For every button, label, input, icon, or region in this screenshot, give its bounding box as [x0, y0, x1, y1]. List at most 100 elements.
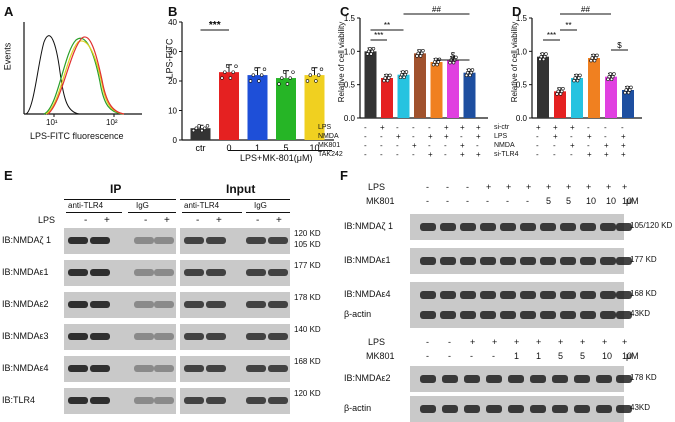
- panel-c-sign: -: [396, 150, 399, 159]
- panel-b-point: [220, 76, 224, 80]
- blot-band: [508, 405, 524, 413]
- blot-panel: [64, 324, 176, 350]
- blot-band: [500, 257, 516, 265]
- blot-band: [616, 223, 632, 231]
- panel-c-sign: -: [380, 141, 383, 150]
- blot-panel: [410, 214, 632, 240]
- blot-band: [480, 311, 496, 319]
- panel-d-ytick-label: 0.5: [516, 81, 528, 90]
- panel-e-lps-sign: -: [196, 215, 200, 226]
- panel-c-point: [415, 54, 419, 58]
- panel-c-point: [371, 46, 376, 51]
- panel-c-point: [454, 55, 458, 60]
- panel-b-bar: [247, 75, 268, 140]
- panel-b-point: [285, 82, 290, 86]
- blot-band: [580, 257, 596, 265]
- panel-f-top-mk-value: -: [446, 196, 449, 206]
- panel-f-bottom-lps-sign: +: [536, 337, 542, 347]
- panel-a-histogram: [23, 22, 142, 117]
- panel-c-sign: -: [396, 123, 399, 132]
- blot-band: [90, 333, 110, 340]
- panel-c-point: [401, 70, 405, 74]
- panel-b-label: B: [168, 4, 178, 19]
- panel-e-lps-sign: -: [256, 215, 260, 226]
- panel-e-group-anti-tlr4-ip: anti-TLR4: [68, 201, 104, 210]
- panel-f-top-kd-label: 105/120 KD: [630, 221, 673, 230]
- panel-d-point: [592, 58, 597, 63]
- panel-b-sig: ***: [209, 20, 221, 31]
- panel-d-sign: -: [536, 141, 539, 150]
- panel-b-point: [225, 64, 230, 68]
- panel-f-bottom-mk-value: 10: [622, 351, 633, 361]
- blot-band: [500, 223, 516, 231]
- panel-c-sign: -: [412, 123, 415, 132]
- panel-d-point: [543, 54, 547, 59]
- panel-c-point: [470, 68, 475, 72]
- panel-d-point: [575, 78, 580, 83]
- blot-band: [508, 375, 524, 383]
- panel-b-xtick-label: 5: [283, 143, 288, 153]
- blot-band: [206, 333, 226, 340]
- panel-b-point: [260, 73, 264, 77]
- panel-b-point: [191, 128, 196, 133]
- panel-b-bar: [276, 78, 296, 140]
- panel-f-top-row-label: IB:NMDAε1: [344, 255, 391, 265]
- panel-f-top-unit: μM: [626, 196, 639, 206]
- panel-b-point: [288, 76, 292, 80]
- panel-d-sign: +: [604, 141, 609, 150]
- blot-panel: [180, 388, 290, 414]
- panel-f-bottom-lps-sign: +: [470, 337, 476, 347]
- panel-b-xtick-label: 10: [309, 143, 319, 153]
- panel-c-sign: -: [364, 123, 367, 132]
- panel-d-bar: [537, 56, 549, 118]
- blot-band: [420, 223, 436, 231]
- panel-d-sign: -: [604, 123, 607, 132]
- panel-d-sign: -: [587, 141, 590, 150]
- panel-e-label: E: [4, 168, 13, 183]
- panel-c-sign: -: [476, 141, 479, 150]
- blot-band: [184, 269, 204, 276]
- panel-d-point: [607, 74, 611, 79]
- panel-e-kd-label: 168 KD: [294, 357, 321, 366]
- panel-e-group-igg-ip: IgG: [136, 201, 149, 210]
- panel-c-bar: [430, 62, 443, 118]
- blot-band: [616, 257, 632, 265]
- panel-d-sign: +: [587, 150, 592, 159]
- panel-b-point: [203, 126, 207, 130]
- panel-e-rule-c: [182, 212, 242, 213]
- panel-d-row-label: si-ctr: [494, 124, 510, 131]
- panel-d-sign: -: [570, 150, 573, 159]
- blot-band: [520, 291, 536, 299]
- panel-f-bottom-mk-value: -: [492, 351, 495, 361]
- panel-b-point: [277, 82, 281, 86]
- panel-b-point: [234, 64, 238, 68]
- panel-c-point: [416, 51, 420, 56]
- panel-c-sign: -: [428, 141, 431, 150]
- panel-b-xtick-label: 0: [226, 143, 231, 153]
- blot-panel: [180, 324, 290, 350]
- panel-d-sign: -: [553, 141, 556, 150]
- panel-e-lps-sign: +: [216, 215, 222, 226]
- panel-d-point: [611, 74, 615, 79]
- panel-d-point: [538, 57, 542, 62]
- panel-d-point: [573, 76, 577, 80]
- panel-d-sig-1: ***: [547, 31, 556, 40]
- panel-f-top-mk-value: 10: [622, 196, 633, 206]
- panel-d-point: [556, 89, 560, 94]
- panel-b-point: [305, 79, 310, 83]
- panel-c-sign: +: [460, 150, 465, 159]
- panel-e-lps-sign: -: [144, 215, 148, 226]
- panel-f-bottom-mk-value: -: [470, 351, 473, 361]
- panel-d-sign: +: [536, 123, 541, 132]
- panel-f-bottom-mk-value: 10: [602, 351, 613, 361]
- blot-band: [616, 375, 632, 383]
- panel-d-point: [590, 56, 594, 60]
- panel-c-sign: +: [428, 132, 433, 141]
- panel-d-point: [628, 88, 632, 92]
- panel-d-point: [572, 78, 576, 83]
- blot-band: [580, 223, 596, 231]
- panel-b-point: [194, 126, 199, 130]
- panel-d-sign: +: [621, 132, 626, 141]
- blot-band: [246, 333, 266, 340]
